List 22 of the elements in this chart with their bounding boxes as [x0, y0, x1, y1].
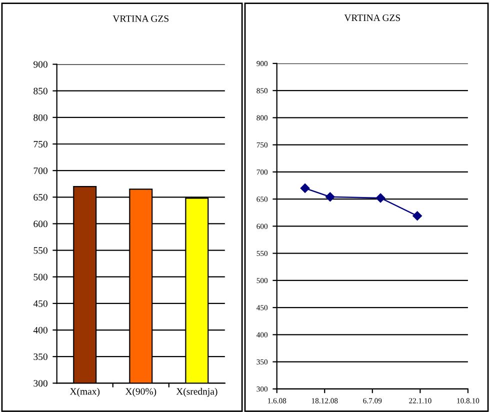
y-tick-label: 450	[33, 300, 48, 307]
chart-title: VRTINA GZS	[112, 15, 168, 22]
y-tick-label: 300	[34, 380, 48, 387]
point	[412, 211, 422, 221]
chart-title: VRTINA GZS	[344, 14, 400, 22]
y-tick-label: 600	[34, 220, 48, 228]
y-tick-label: 900	[34, 61, 48, 68]
y-tick-label: 550	[34, 247, 48, 254]
x-tick-label: X(max)	[70, 388, 100, 397]
y-tick-label: 750	[34, 140, 48, 148]
x-tick-label: X(srednja)	[176, 388, 218, 397]
y-tick-label: 350	[34, 353, 48, 360]
y-tick-label: 400	[33, 326, 48, 334]
x-tick-label: X(90%)	[125, 388, 156, 397]
point	[376, 193, 386, 203]
y-tick-label: 850	[34, 88, 48, 94]
point	[300, 184, 310, 193]
point	[325, 192, 335, 202]
y-tick-label: 800	[34, 114, 48, 121]
y-tick-label: 650	[34, 194, 48, 201]
y-tick-label: 500	[34, 274, 48, 280]
y-tick-label: 700	[34, 167, 48, 174]
